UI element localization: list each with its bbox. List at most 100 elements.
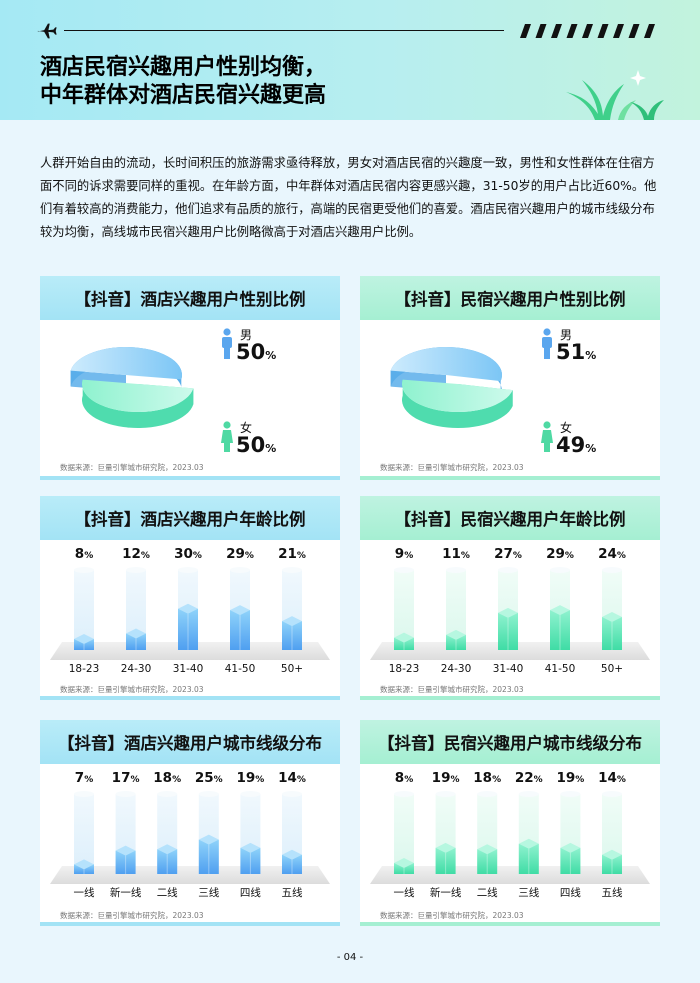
male-value: 51% bbox=[556, 340, 597, 364]
sparkle-icon bbox=[630, 70, 646, 86]
data-label: 8% bbox=[75, 546, 93, 562]
bar-chart: 7% 一线 17% 新一线 18% 二线 25% 三线 19% 四线 14% 五线 bbox=[50, 770, 330, 899]
intro-text: 人群开始自由的流动，长时间积压的旅游需求亟待释放，男女对酒店民宿的兴趣度一致，男… bbox=[40, 156, 657, 239]
bar-tube-cap bbox=[446, 567, 466, 573]
category-label: 18-23 bbox=[69, 663, 100, 675]
category-label: 50+ bbox=[281, 663, 303, 675]
bar-tube-cap bbox=[477, 791, 498, 797]
data-source: 数据来源：巨量引擎城市研究院，2023.03 bbox=[60, 463, 204, 472]
bar-top bbox=[198, 834, 219, 845]
bar bbox=[126, 633, 146, 650]
bar bbox=[394, 863, 414, 874]
data-label: 29% bbox=[546, 546, 574, 562]
bar-tube bbox=[394, 794, 414, 874]
bar-top bbox=[157, 844, 178, 855]
bar-tube bbox=[394, 570, 414, 650]
bar-top bbox=[282, 849, 302, 860]
data-label: 30% bbox=[174, 546, 202, 562]
bar-tube-cap bbox=[240, 791, 261, 797]
female-label: 女 bbox=[240, 421, 253, 435]
data-label: 18% bbox=[153, 770, 181, 786]
bar bbox=[602, 854, 622, 874]
data-label: 8% bbox=[395, 770, 413, 786]
male-label: 男 bbox=[560, 328, 573, 342]
data-label: 22% bbox=[515, 770, 543, 786]
data-label: 11% bbox=[442, 546, 470, 562]
category-label: 二线 bbox=[477, 886, 498, 899]
page-title-line-1: 酒店民宿兴趣用户性别均衡， bbox=[40, 55, 327, 80]
bar-tube-cap bbox=[602, 567, 622, 573]
bar-tube-cap bbox=[282, 567, 302, 573]
panel-bottom-bar bbox=[360, 922, 660, 926]
panel-hotel-age: 【抖音】酒店兴趣用户年龄比例 8% 18-23 12% 24-30 30% 31-40 29… bbox=[40, 496, 340, 700]
bar-tube-cap bbox=[560, 791, 581, 797]
category-label: 四线 bbox=[560, 886, 581, 899]
bar bbox=[602, 617, 622, 650]
bar-top bbox=[435, 842, 456, 853]
plant-decoration bbox=[566, 70, 664, 120]
bar-chart: 9% 18-23 11% 24-30 27% 31-40 29% 41-50 24% 50+ bbox=[370, 546, 650, 675]
panel-minsu-age: 【抖音】民宿兴趣用户年龄比例 9% 18-23 11% 24-30 27% 31-40 29… bbox=[360, 496, 660, 700]
platform bbox=[50, 642, 330, 660]
bar-tube-cap bbox=[282, 791, 302, 797]
bar-top bbox=[518, 838, 539, 849]
bar bbox=[446, 634, 466, 650]
female-person-icon bbox=[541, 421, 553, 452]
bar bbox=[282, 854, 302, 874]
bar-top bbox=[394, 858, 414, 868]
data-label: 19% bbox=[236, 770, 264, 786]
bar-chart: 8% 18-23 12% 24-30 30% 31-40 29% 41-50 21% 50+ bbox=[50, 546, 330, 675]
panel-bottom-bar bbox=[360, 696, 660, 700]
female-value: 49% bbox=[556, 433, 597, 457]
intro-paragraph: 人群开始自由的流动，长时间积压的旅游需求亟待释放，男女对酒店民宿的兴趣度一致，男… bbox=[40, 152, 660, 244]
panel-title: 【抖音】民宿兴趣用户城市线级分布 bbox=[360, 720, 660, 764]
panel-title: 【抖音】酒店兴趣用户性别比例 bbox=[40, 276, 340, 320]
panel-minsu-gender: 【抖音】民宿兴趣用户性别比例 男 51% 女 49% 数据来源：巨量引擎城市研究… bbox=[360, 276, 660, 480]
category-label: 31-40 bbox=[493, 663, 524, 675]
bar-top bbox=[498, 607, 518, 618]
panel-hotel-city: 【抖音】酒店兴趣用户城市线级分布 7% 一线 17% 新一线 18% 二线 25% 三线 19%… bbox=[40, 720, 340, 926]
male-person-icon bbox=[542, 328, 552, 359]
male-value: 50% bbox=[236, 340, 277, 364]
panel-title: 【抖音】酒店兴趣用户城市线级分布 bbox=[40, 720, 340, 764]
page-number: - 04 - bbox=[336, 952, 364, 963]
data-label: 29% bbox=[226, 546, 254, 562]
bar-top bbox=[602, 849, 622, 860]
bar-tube bbox=[126, 570, 146, 650]
category-label: 五线 bbox=[602, 886, 623, 899]
panel-title: 【抖音】酒店兴趣用户年龄比例 bbox=[40, 496, 340, 540]
bar-tube bbox=[74, 570, 94, 650]
category-label: 24-30 bbox=[121, 663, 152, 675]
category-label: 三线 bbox=[518, 886, 539, 899]
bar-tube-cap bbox=[157, 791, 178, 797]
platform bbox=[370, 642, 650, 660]
bar-top bbox=[602, 612, 622, 622]
male-label: 男 bbox=[240, 328, 253, 342]
data-label: 7% bbox=[75, 770, 93, 786]
panel-title: 【抖音】民宿兴趣用户性别比例 bbox=[360, 276, 660, 320]
category-label: 新一线 bbox=[110, 886, 142, 899]
bar-top bbox=[74, 859, 94, 870]
data-label: 9% bbox=[395, 546, 413, 562]
data-label: 17% bbox=[112, 770, 140, 786]
panel-bottom-bar bbox=[40, 922, 340, 926]
category-label: 二线 bbox=[157, 886, 178, 899]
data-label: 18% bbox=[473, 770, 501, 786]
bar-top bbox=[240, 842, 261, 853]
data-label: 27% bbox=[494, 546, 522, 562]
pie-chart bbox=[390, 347, 513, 428]
bar-tube bbox=[74, 794, 94, 874]
bar bbox=[282, 621, 302, 650]
bar bbox=[178, 608, 198, 650]
bar-top bbox=[550, 605, 570, 616]
bar-top bbox=[477, 844, 498, 855]
data-source: 数据来源：巨量引擎城市研究院，2023.03 bbox=[60, 685, 204, 694]
bar-tube-cap bbox=[518, 791, 539, 797]
pie-slice-female bbox=[82, 379, 194, 428]
bar-tube-cap bbox=[602, 791, 622, 797]
panel-minsu-city: 【抖音】民宿兴趣用户城市线级分布 8% 一线 19% 新一线 18% 二线 22% 三线 19%… bbox=[360, 720, 660, 926]
bar-tube-cap bbox=[230, 567, 250, 573]
panel-bottom-bar bbox=[40, 476, 340, 480]
bar-tube-cap bbox=[394, 567, 414, 573]
data-label: 14% bbox=[598, 770, 626, 786]
